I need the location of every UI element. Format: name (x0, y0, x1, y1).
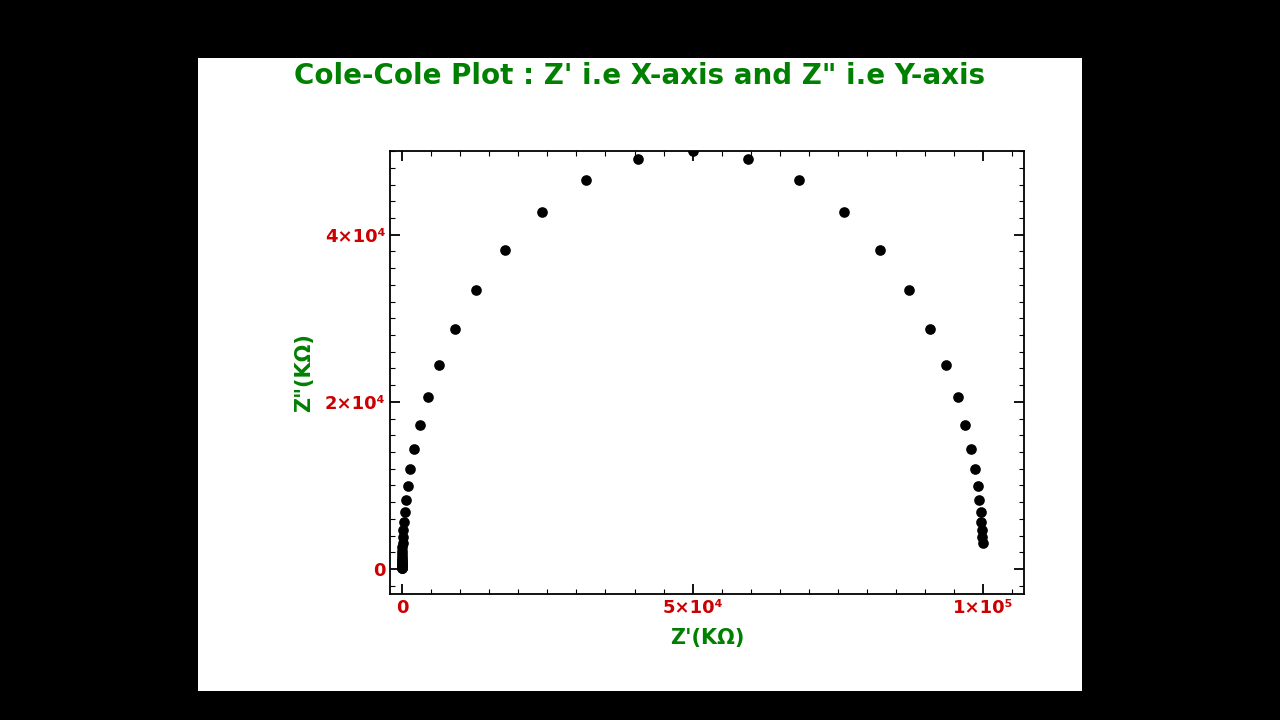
Point (396, 495, 416, 506)
Point (392, 559, 412, 571)
Point (682, 145, 703, 157)
Point (392, 562, 412, 574)
Point (392, 560, 412, 572)
Point (444, 323, 465, 335)
Point (947, 391, 968, 402)
Point (392, 559, 412, 570)
Point (393, 524, 413, 536)
Point (788, 174, 809, 186)
Point (417, 391, 438, 402)
Point (466, 284, 486, 296)
Point (576, 174, 596, 186)
Point (398, 480, 419, 492)
Point (970, 506, 991, 518)
Point (392, 562, 412, 573)
X-axis label: Z'(KΩ): Z'(KΩ) (669, 628, 745, 648)
Point (972, 524, 992, 536)
Point (969, 495, 989, 506)
Point (392, 557, 412, 569)
Point (392, 549, 412, 560)
Point (737, 153, 758, 165)
Text: Cole-Cole Plot : Z' i.e X-axis and Z" i.e Y-axis: Cole-Cole Plot : Z' i.e X-axis and Z" i.… (294, 62, 986, 89)
Y-axis label: Z"(KΩ): Z"(KΩ) (294, 333, 314, 412)
Point (961, 443, 982, 454)
Point (968, 480, 988, 492)
Point (392, 561, 412, 572)
Point (394, 506, 415, 518)
Point (972, 516, 992, 528)
Point (392, 562, 412, 574)
Point (429, 359, 449, 371)
Point (833, 206, 854, 217)
Point (920, 323, 941, 335)
Point (404, 443, 425, 454)
Point (392, 562, 412, 573)
Point (495, 244, 516, 256)
Point (392, 562, 412, 573)
Point (531, 206, 552, 217)
Point (973, 531, 993, 543)
Point (392, 553, 412, 564)
Point (973, 537, 993, 549)
Point (393, 537, 413, 549)
Point (899, 284, 919, 296)
Point (965, 464, 986, 475)
Point (955, 419, 975, 431)
Point (392, 545, 412, 557)
Point (627, 153, 648, 165)
Point (393, 531, 413, 543)
Point (936, 359, 956, 371)
Point (392, 561, 412, 572)
Point (870, 244, 891, 256)
Point (392, 551, 412, 562)
Point (392, 557, 412, 568)
Point (410, 419, 430, 431)
Point (392, 541, 412, 553)
Point (401, 464, 421, 475)
Point (392, 555, 412, 567)
Point (394, 516, 415, 528)
